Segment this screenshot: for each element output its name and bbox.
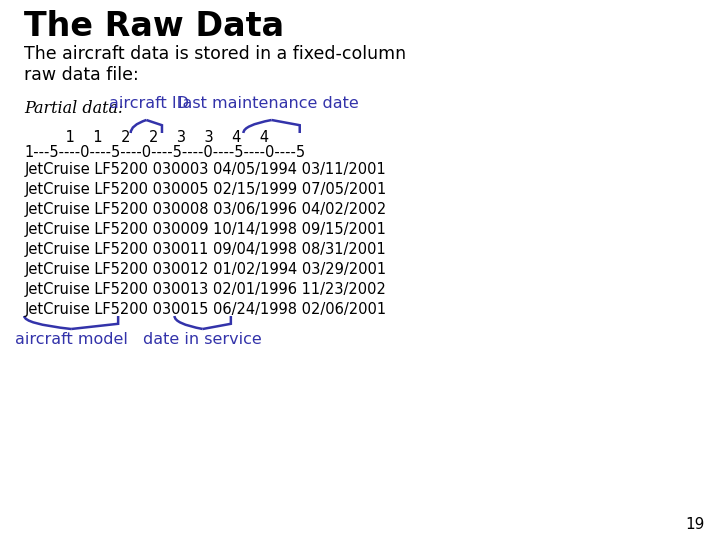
Text: date in service: date in service: [143, 332, 262, 347]
Text: JetCruise LF5200 030015 06/24/1998 02/06/2001: JetCruise LF5200 030015 06/24/1998 02/06…: [24, 302, 387, 317]
Text: JetCruise LF5200 030011 09/04/1998 08/31/2001: JetCruise LF5200 030011 09/04/1998 08/31…: [24, 242, 386, 257]
Text: JetCruise LF5200 030013 02/01/1996 11/23/2002: JetCruise LF5200 030013 02/01/1996 11/23…: [24, 282, 386, 297]
Text: The aircraft data is stored in a fixed-column
raw data file:: The aircraft data is stored in a fixed-c…: [24, 45, 406, 84]
Text: JetCruise LF5200 030005 02/15/1999 07/05/2001: JetCruise LF5200 030005 02/15/1999 07/05…: [24, 182, 387, 197]
Text: last maintenance date: last maintenance date: [178, 96, 359, 111]
Text: JetCruise LF5200 030008 03/06/1996 04/02/2002: JetCruise LF5200 030008 03/06/1996 04/02…: [24, 202, 387, 217]
Text: 1    1    2    2    3    3    4    4: 1 1 2 2 3 3 4 4: [24, 130, 269, 145]
Text: JetCruise LF5200 030012 01/02/1994 03/29/2001: JetCruise LF5200 030012 01/02/1994 03/29…: [24, 262, 387, 277]
Text: JetCruise LF5200 030003 04/05/1994 03/11/2001: JetCruise LF5200 030003 04/05/1994 03/11…: [24, 162, 386, 177]
Text: aircraft ID: aircraft ID: [109, 96, 189, 111]
Text: JetCruise LF5200 030009 10/14/1998 09/15/2001: JetCruise LF5200 030009 10/14/1998 09/15…: [24, 222, 386, 237]
Text: 1---5----0----5----0----5----0----5----0----5: 1---5----0----5----0----5----0----5----0…: [24, 145, 305, 160]
Text: aircraft model: aircraft model: [14, 332, 127, 347]
Text: 19: 19: [685, 517, 705, 532]
Text: The Raw Data: The Raw Data: [24, 10, 284, 43]
Text: Partial data:: Partial data:: [24, 100, 124, 117]
